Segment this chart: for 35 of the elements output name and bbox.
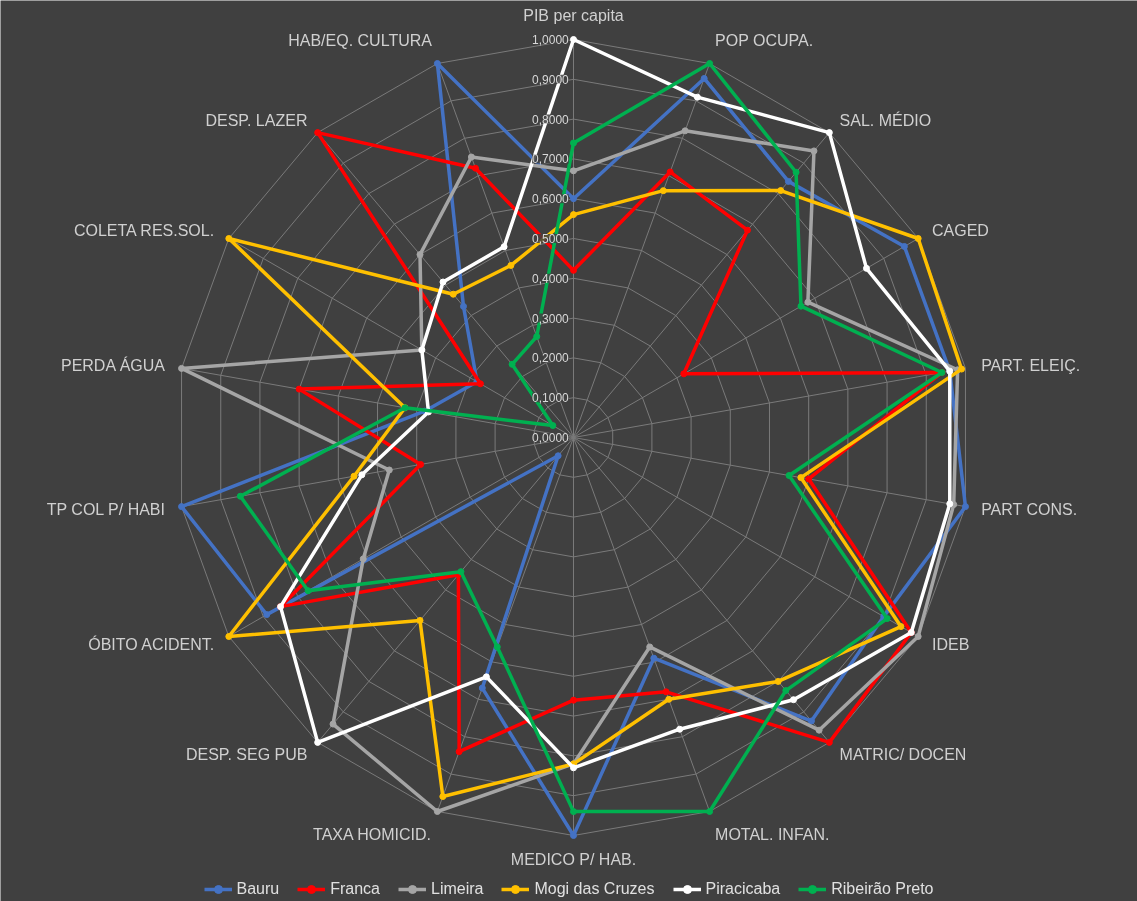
spoke-label: MEDICO P/ HAB. xyxy=(510,851,637,869)
spoke-label: PIB per capita xyxy=(523,6,624,24)
spoke-label: CAGED xyxy=(931,222,989,240)
spoke-label: DESP. LAZER xyxy=(205,111,308,129)
legend-label: Limeira xyxy=(431,880,484,898)
y-tick-label: 0,4000 xyxy=(532,271,570,286)
y-tick-label: 0,2000 xyxy=(532,351,570,366)
y-tick-label: 0,1000 xyxy=(532,391,570,406)
spoke-label: PART CONS. xyxy=(981,500,1078,518)
spoke-label: SAL. MÉDIO xyxy=(839,110,932,129)
y-tick-label: 0,0000 xyxy=(532,431,570,445)
spoke-label: ÓBITO ACIDENT. xyxy=(88,634,215,653)
spoke-label: DESP. SEG PUB xyxy=(185,746,308,764)
y-tick-label: 0,3000 xyxy=(532,311,570,326)
spoke-label: TP COL P/ HABI xyxy=(46,500,165,518)
spoke-label: POP OCUPA. xyxy=(715,31,814,49)
y-tick-label: 0,5000 xyxy=(532,232,570,246)
y-tick-label: 1,0000 xyxy=(532,33,570,47)
y-tick-label: 0,9000 xyxy=(532,72,570,87)
y-tick-label: 0,6000 xyxy=(532,192,570,207)
legend-label: Franca xyxy=(330,880,380,898)
legend-label: Ribeirão Preto xyxy=(831,880,934,898)
legend-label: Piracicaba xyxy=(705,880,781,898)
y-tick-label: 0,8000 xyxy=(532,112,570,127)
spoke-label: PERDA ÁGUA xyxy=(60,356,166,375)
spoke-label: MATRIC/ DOCEN xyxy=(839,746,967,764)
spoke-label: COLETA RES.SOL. xyxy=(73,222,215,240)
legend-label: Mogi das Cruzes xyxy=(534,880,655,898)
y-tick-label: 0,7000 xyxy=(532,152,570,167)
legend-label: Bauru xyxy=(236,880,280,898)
spoke-label: PART. ELEIÇ. xyxy=(981,357,1081,375)
spoke-label: MOTAL. INFAN. xyxy=(715,826,830,844)
spoke-label: IDEB xyxy=(931,635,970,653)
spoke-label: TAXA HOMICID. xyxy=(313,826,432,844)
spoke-label: HAB/EQ. CULTURA xyxy=(288,31,433,49)
